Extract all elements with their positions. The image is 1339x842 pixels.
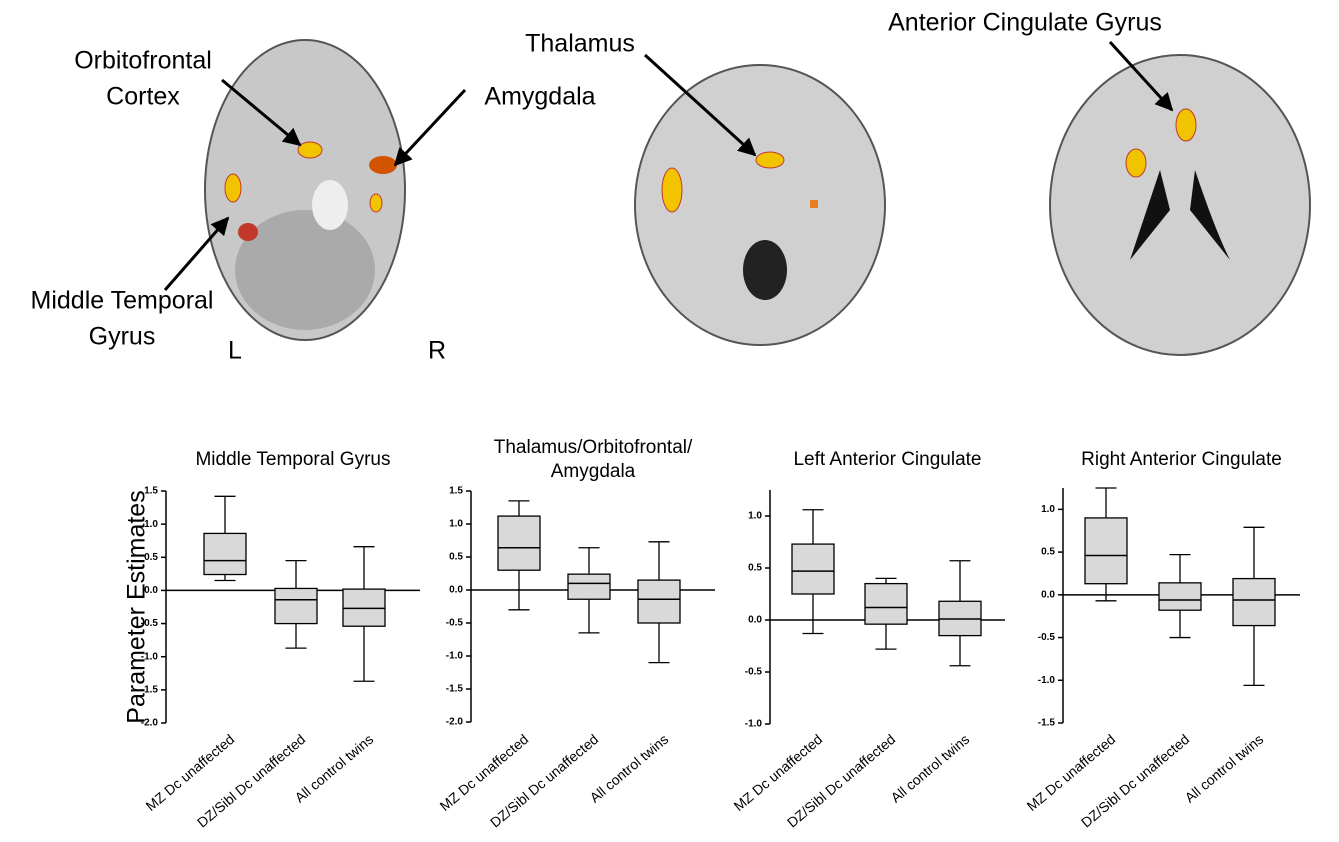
y-tick-label: 1.0	[748, 511, 762, 522]
box-plot: Left Anterior Cingulate 1.0 0.5 0.0 -0.5 -1.0…	[731, 449, 1005, 830]
y-tick-label: 1.0	[449, 519, 463, 530]
y-tick-label: -0.5	[446, 618, 464, 629]
y-tick-label: 0.0	[144, 585, 158, 596]
y-tick-label: -2.0	[446, 717, 464, 728]
box	[204, 533, 246, 574]
chart-title: Middle Temporal Gyrus	[195, 449, 390, 470]
chart-title: Left Anterior Cingulate	[793, 449, 981, 470]
y-tick-label: 0.0	[1041, 589, 1055, 600]
region-label: Orbitofrontal	[74, 47, 212, 75]
region-label: Cortex	[106, 83, 180, 111]
y-tick-label: -1.0	[446, 651, 464, 662]
y-tick-label: 0.5	[144, 552, 158, 563]
box-plot: Thalamus/Orbitofrontal/Amygdala 1.5 1.0 0.5…	[437, 437, 715, 830]
region-label: R	[428, 337, 446, 365]
y-tick-label: 1.0	[144, 519, 158, 530]
chart-title: Amygdala	[551, 461, 636, 482]
region-label: Amygdala	[484, 83, 595, 111]
region-label: Anterior Cingulate Gyrus	[888, 9, 1162, 37]
box	[275, 588, 317, 623]
brain-slice	[205, 40, 405, 340]
y-tick-label: -0.5	[1038, 632, 1056, 643]
y-tick-label: -1.0	[1038, 675, 1056, 686]
brain-slice	[635, 65, 885, 345]
region-label: Thalamus	[525, 30, 635, 58]
region-label: L	[228, 337, 242, 365]
box	[865, 584, 907, 625]
y-tick-label: 1.0	[1041, 504, 1055, 515]
chart-title: Thalamus/Orbitofrontal/	[494, 437, 693, 458]
y-tick-label: 1.5	[449, 486, 463, 497]
y-tick-label: -1.0	[141, 651, 159, 662]
box	[1233, 579, 1275, 626]
y-tick-label: -0.5	[745, 667, 763, 678]
figure: Orbitofrontal Cortex Amygdala Middle Tempor…	[0, 0, 1339, 842]
box	[1159, 583, 1201, 610]
y-tick-label: 0.5	[748, 563, 762, 574]
page: Orbitofrontal Cortex Amygdala Middle Tempor…	[0, 0, 1339, 842]
x-tick-label: All control twins	[888, 731, 973, 806]
region-label: Middle Temporal	[31, 287, 214, 315]
box	[568, 574, 610, 599]
y-tick-label: 1.5	[144, 486, 158, 497]
box-plot: Right Anterior Cingulate 1.0 0.5 0.0 -0.5 -1.…	[1024, 449, 1300, 830]
y-tick-label: -1.0	[745, 719, 763, 730]
chart-title: Right Anterior Cingulate	[1081, 449, 1282, 470]
y-tick-label: -1.5	[1038, 718, 1056, 729]
y-tick-label: -0.5	[141, 618, 159, 629]
box	[1085, 518, 1127, 584]
y-tick-label: 0.5	[1041, 547, 1055, 558]
box	[498, 516, 540, 570]
region-label: Gyrus	[89, 323, 156, 351]
brain-slice	[1050, 55, 1310, 355]
box	[792, 544, 834, 594]
y-tick-label: -1.5	[446, 684, 464, 695]
y-tick-label: -1.5	[141, 684, 159, 695]
y-tick-label: 0.0	[748, 615, 762, 626]
y-tick-label: 0.5	[449, 552, 463, 563]
box	[638, 580, 680, 623]
y-tick-label: 0.0	[449, 585, 463, 596]
x-tick-label: All control twins	[1182, 731, 1267, 806]
y-tick-label: -2.0	[141, 718, 159, 729]
